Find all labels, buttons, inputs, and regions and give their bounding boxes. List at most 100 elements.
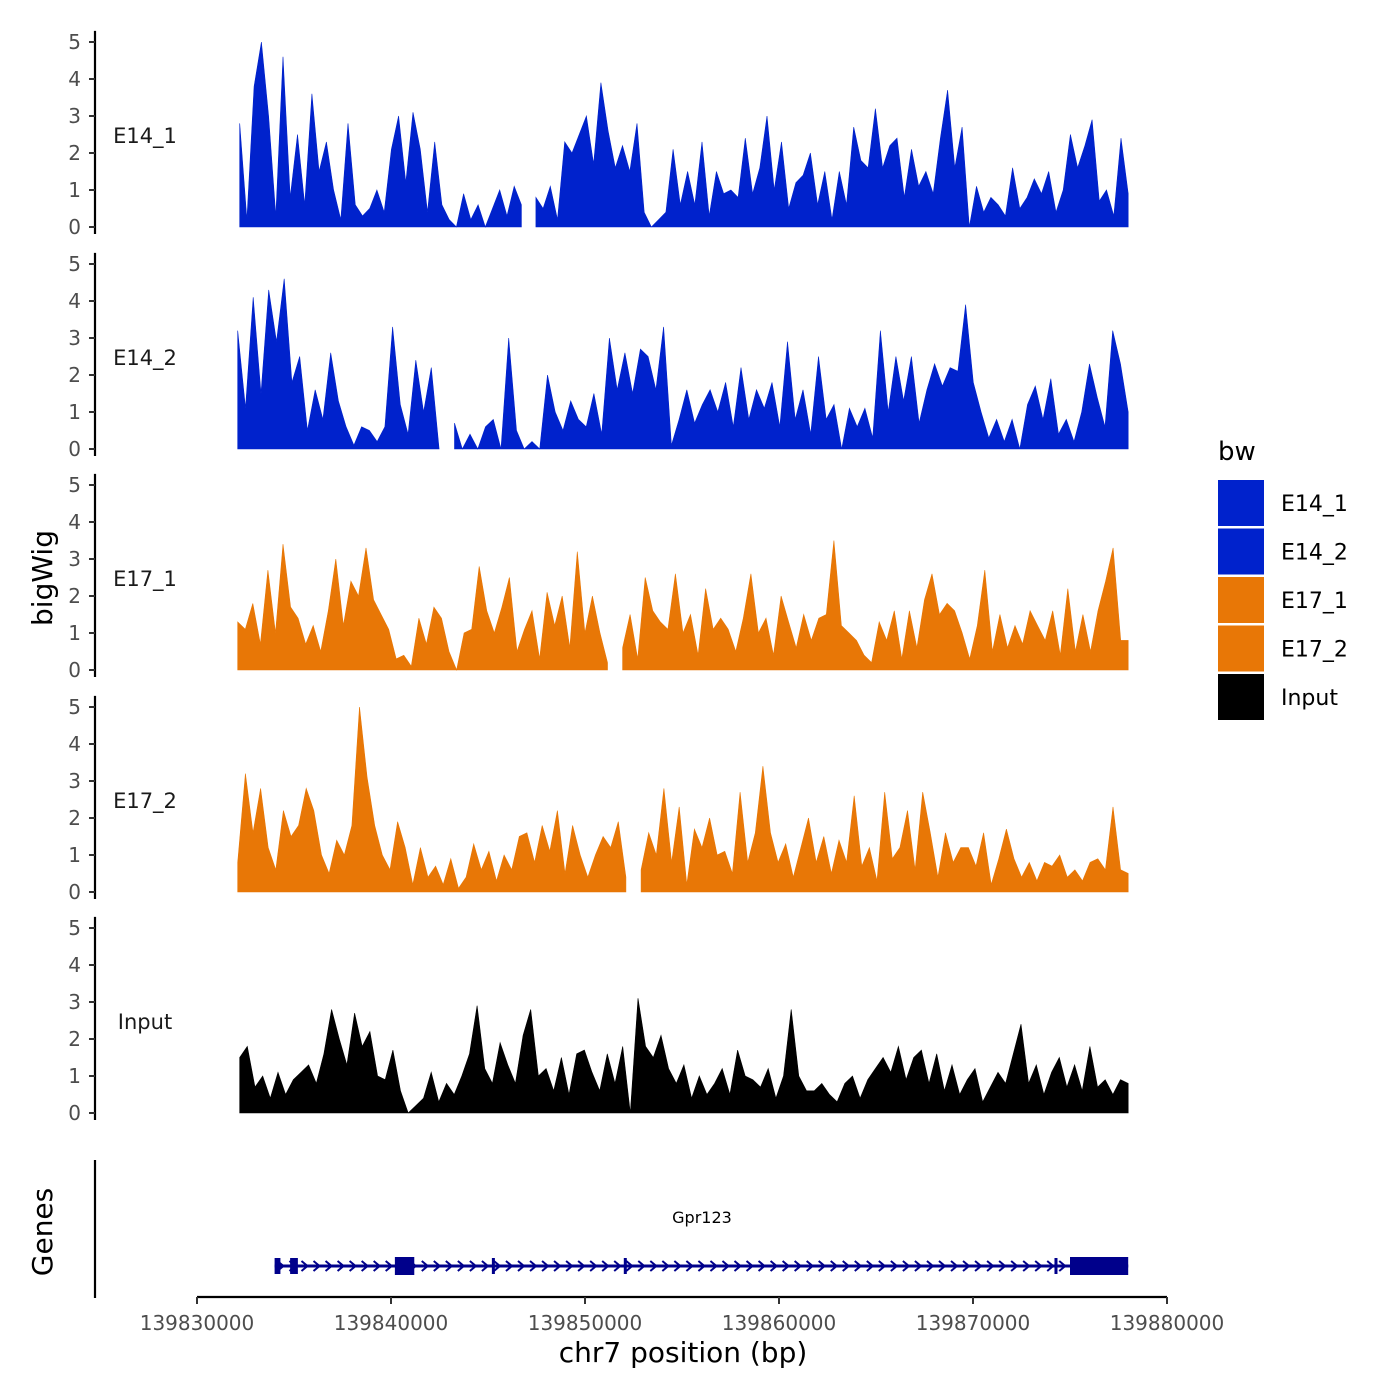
legend-title: bw: [1218, 437, 1256, 467]
strand-arrow: [457, 1260, 466, 1272]
strand-arrow: [577, 1260, 586, 1272]
strand-arrow: [1010, 1260, 1019, 1272]
legend-label-Input: Input: [1281, 686, 1338, 711]
track-label: E14_1: [113, 124, 177, 149]
strand-arrow: [757, 1260, 767, 1272]
strand-arrow: [986, 1260, 995, 1272]
y-tick-label: 4: [68, 67, 81, 91]
area-E14_1: [239, 41, 522, 228]
area-E17_1: [237, 544, 608, 672]
strand-arrow: [360, 1260, 370, 1272]
y-tick-label: 5: [68, 695, 81, 719]
strand-arrow: [793, 1260, 803, 1272]
strand-arrow: [300, 1260, 310, 1272]
x-tick-label: 139870000: [916, 1311, 1031, 1335]
strand-arrow: [1034, 1260, 1043, 1272]
y-tick-label: 5: [68, 252, 81, 276]
x-tick-label: 139880000: [1110, 1311, 1225, 1335]
strand-arrow: [673, 1260, 682, 1272]
legend-swatch-E17_2: [1218, 625, 1264, 672]
track-label: E17_1: [113, 567, 177, 592]
strand-arrow: [312, 1260, 322, 1272]
strand-arrow: [697, 1260, 706, 1272]
legend: bw E14_1 E14_2 E17_1 E17_2 Input: [1218, 437, 1348, 720]
y-tick-label: 4: [68, 510, 81, 534]
y-tick-label: 0: [68, 1101, 81, 1125]
strand-arrow: [806, 1260, 815, 1272]
strand-arrow: [541, 1260, 550, 1272]
x-tick-label: 139860000: [722, 1311, 837, 1335]
exon: [274, 1258, 281, 1274]
track-E17_1: 0 1 2 3 4 5 E17_1: [68, 473, 1129, 682]
strand-arrow: [336, 1260, 346, 1272]
strand-arrow: [481, 1260, 490, 1272]
track-label: E17_2: [113, 789, 177, 814]
y-tick-label: 0: [68, 215, 81, 239]
strand-arrow: [685, 1260, 694, 1272]
strand-arrow: [601, 1260, 610, 1272]
strand-arrow: [445, 1260, 454, 1272]
strand-arrow: [433, 1260, 442, 1272]
x-axis-title: chr7 position (bp): [559, 1336, 808, 1369]
y-tick-label: 2: [68, 363, 81, 387]
y-tick-label: 4: [68, 289, 81, 313]
strand-arrow: [613, 1260, 622, 1272]
y-tick-label: 3: [68, 547, 81, 571]
strand-arrow: [661, 1260, 670, 1272]
y-tick-label: 1: [68, 1064, 81, 1088]
strand-arrow: [878, 1260, 887, 1272]
exon: [623, 1258, 627, 1274]
strand-arrow: [1058, 1260, 1067, 1272]
strand-arrow: [553, 1260, 562, 1272]
exon: [394, 1257, 415, 1275]
area-E17_2: [237, 706, 627, 893]
strand-arrow: [625, 1260, 634, 1272]
x-axis: 139830000 139840000 139850000 139860000 1398…: [140, 1295, 1225, 1335]
gene-name: Gpr123: [672, 1208, 732, 1227]
strand-arrow: [938, 1260, 947, 1272]
strand-arrow: [914, 1260, 923, 1272]
track-Input: 0 1 2 3 4 5 Input: [68, 916, 1129, 1125]
track-label: Input: [118, 1010, 172, 1034]
legend-swatch-E14_2: [1218, 528, 1264, 575]
legend-label-E17_1: E17_1: [1281, 589, 1348, 614]
track-E14_2: 0 1 2 3 4 5 E14_2: [68, 252, 1129, 461]
strand-arrow: [1046, 1260, 1055, 1272]
y-tick-label: 1: [68, 178, 81, 202]
strand-arrow: [637, 1260, 646, 1272]
x-tick-label: 139830000: [140, 1311, 255, 1335]
strand-arrow: [721, 1260, 731, 1272]
strand-arrow: [529, 1260, 538, 1272]
strand-arrow: [421, 1260, 430, 1272]
strand-arrow: [974, 1260, 983, 1272]
strand-arrow: [769, 1260, 779, 1272]
gene-track: Gpr123: [93, 1160, 1129, 1298]
strand-arrow: [709, 1260, 718, 1272]
strand-arrow: [745, 1260, 755, 1272]
legend-swatch-E17_1: [1218, 577, 1264, 623]
exon: [1054, 1258, 1058, 1274]
y-tick-label: 1: [68, 400, 81, 424]
strand-arrow: [373, 1260, 382, 1272]
area-Input: [239, 998, 1129, 1114]
strand-arrow: [565, 1260, 574, 1272]
y-tick-label: 1: [68, 621, 81, 645]
strand-arrow: [589, 1260, 598, 1272]
y-tick-label: 1: [68, 843, 81, 867]
x-tick-label: 139840000: [334, 1311, 449, 1335]
area-E14_2: [454, 304, 1129, 450]
strand-arrow: [649, 1260, 658, 1272]
y-tick-label: 4: [68, 732, 81, 756]
strand-arrow: [385, 1260, 394, 1272]
y-tick-label: 3: [68, 104, 81, 128]
strand-arrow: [998, 1260, 1007, 1272]
strand-arrow: [505, 1260, 514, 1272]
strand-arrow: [1022, 1260, 1031, 1272]
legend-swatch-Input: [1218, 674, 1264, 720]
strand-arrow: [902, 1260, 911, 1272]
area-E17_2: [640, 766, 1129, 893]
y-tick-label: 2: [68, 584, 81, 608]
strand-arrow: [890, 1260, 899, 1272]
strand-arrow: [324, 1260, 334, 1272]
